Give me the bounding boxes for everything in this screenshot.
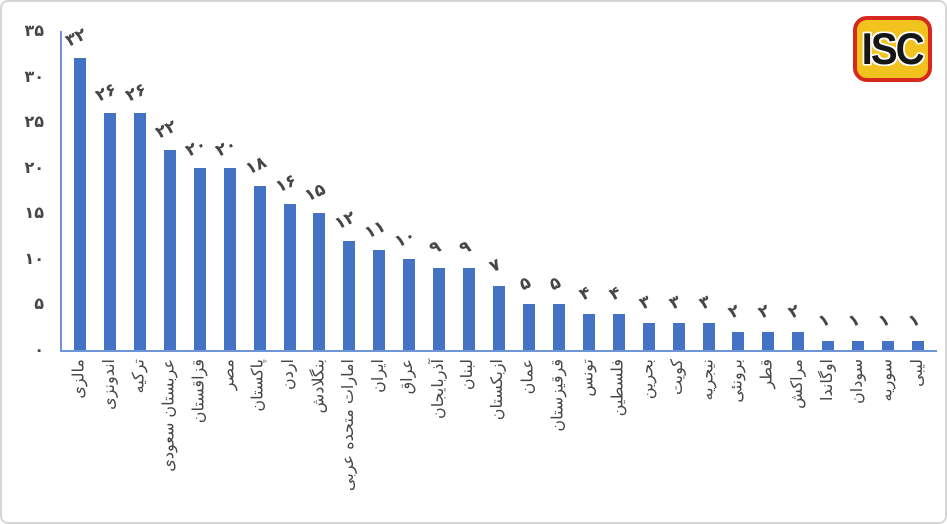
y-tick-label: ۵ — [34, 294, 44, 314]
bar — [732, 331, 745, 350]
y-axis: ۳۵ ۳۰ ۲۵ ۲۰ ۱۵ ۱۰ ۵ ۰ — [2, 2, 46, 522]
bar — [283, 204, 296, 350]
y-tick-label: ۲۵ — [24, 112, 44, 132]
bar — [463, 267, 476, 350]
bar — [133, 113, 146, 350]
bar — [882, 340, 895, 350]
plot-area: ۳۲ ۲۶ ۲۶ ۲۲ ۲۰ ۲۰ ۱۸ ۱۶ ۱۵ ۱۲ ۱۱ ۱۰ ۹ ۹ ۷ ۵ ۵ ۴ ۴ ۳ ۳ ۳ ۲ ۲ ۲ ۱ ۱ ۱… — [60, 25, 937, 352]
isc-logo-text: ISC — [861, 23, 925, 74]
bar — [74, 58, 86, 350]
bar — [193, 167, 206, 350]
bar — [852, 340, 865, 350]
x-axis-labels: مالزی اندونزی ترکیه عربستان سعودی قزاقستان مص… — [68, 359, 926, 491]
bar — [822, 340, 835, 350]
bar — [612, 313, 625, 350]
y-tick-label: ۲۰ — [24, 157, 44, 177]
bar — [403, 258, 416, 350]
bar — [433, 267, 446, 350]
bar — [253, 185, 266, 350]
bar — [103, 113, 116, 350]
bar — [792, 331, 805, 350]
y-tick-label: ۱۰ — [24, 248, 44, 268]
bar — [313, 213, 326, 350]
bar — [493, 286, 506, 350]
bar — [582, 313, 595, 350]
y-tick-label: ۰ — [34, 340, 44, 359]
bar — [912, 340, 925, 350]
y-tick-label: ۳۰ — [24, 66, 44, 86]
isc-logo: ISC — [853, 16, 932, 82]
bar — [702, 322, 715, 350]
bar — [672, 322, 685, 350]
bar — [373, 249, 386, 350]
y-tick-label: ۳۵ — [24, 21, 44, 40]
bar — [642, 322, 655, 350]
bar — [552, 304, 565, 350]
bar — [163, 149, 176, 350]
bar — [223, 167, 236, 350]
bar — [522, 304, 535, 350]
y-tick-label: ۱۵ — [24, 203, 44, 223]
bar — [762, 331, 775, 350]
bar — [343, 240, 356, 350]
